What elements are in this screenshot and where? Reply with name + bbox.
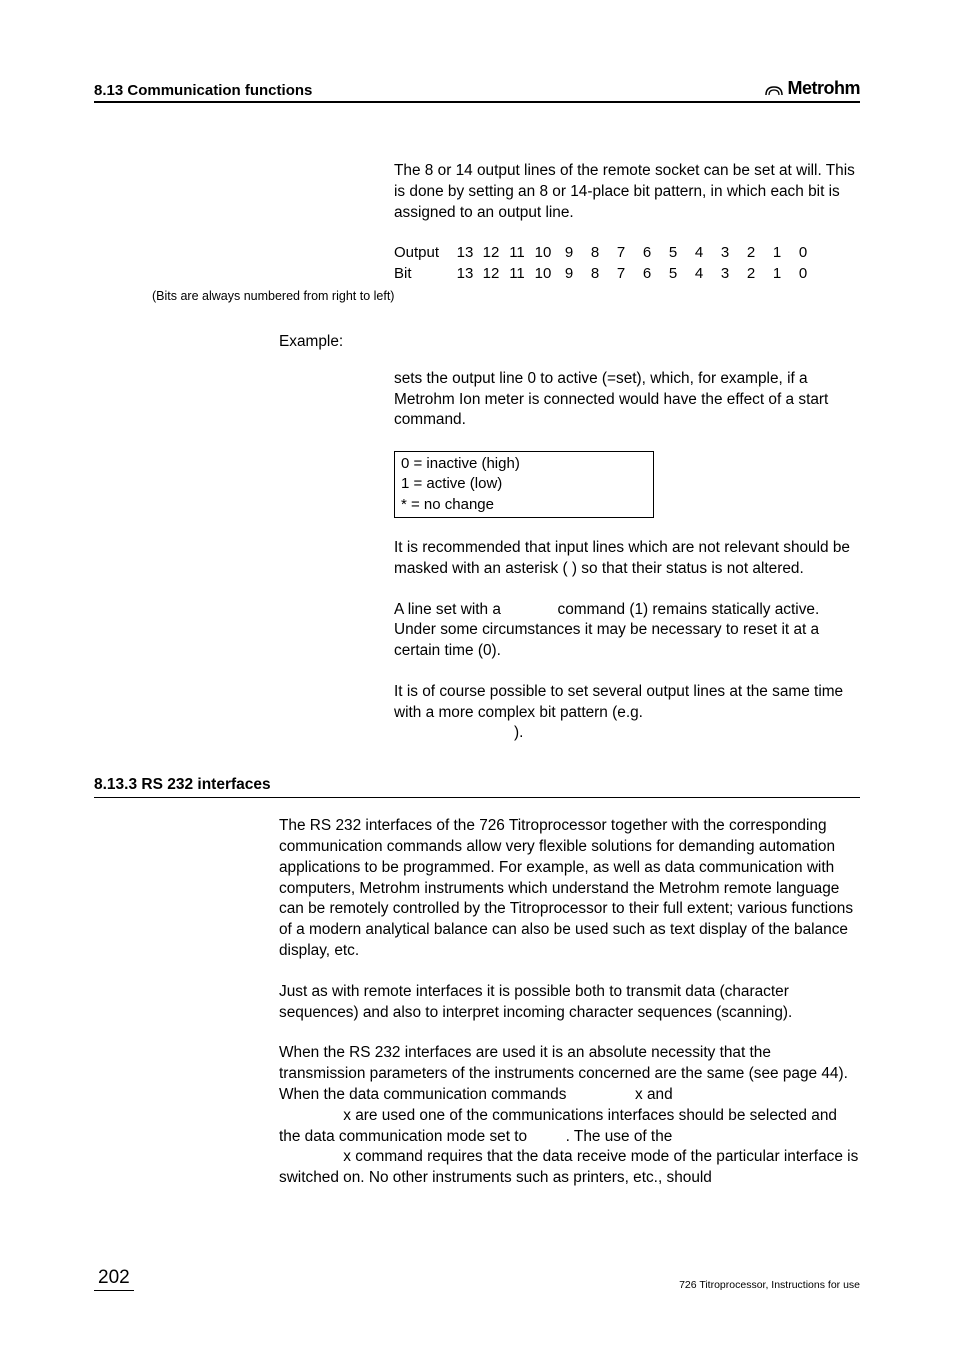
bit-cell: 8 [582, 243, 608, 263]
text-fragment: x command requires that the data receive… [279, 1148, 858, 1186]
bit-legend-box: 0 = inactive (high) 1 = active (low) * =… [394, 451, 654, 518]
legend-line: 1 = active (low) [401, 474, 647, 494]
bit-cell: 13 [452, 264, 478, 284]
section-heading-rs232: 8.13.3 RS 232 interfaces [94, 776, 860, 798]
bit-cell: 1 [764, 264, 790, 284]
text-fragment: A line set with a [394, 601, 505, 618]
bit-table: Output 13 12 11 10 9 8 7 6 5 4 3 2 1 0 B… [394, 243, 860, 284]
bit-cell: 10 [530, 264, 556, 284]
brand-name: Metrohm [788, 78, 861, 99]
bit-cell: 5 [660, 264, 686, 284]
footer-doc-title: 726 Titroprocessor, Instructions for use [679, 1279, 860, 1291]
paragraph-rs232-params: When the RS 232 interfaces are used it i… [279, 1043, 860, 1189]
page-number: 202 [94, 1267, 134, 1291]
text-fragment: ). [514, 724, 523, 741]
bit-cell: 3 [712, 264, 738, 284]
example-label: Example: [279, 333, 860, 351]
text-fragment: x and [635, 1086, 673, 1103]
paragraph-output-lines: The 8 or 14 output lines of the remote s… [394, 161, 860, 223]
bit-cell: 4 [686, 243, 712, 263]
bit-cell: 0 [790, 243, 816, 263]
paragraph-line-set: A line set with a command (1) remains st… [394, 600, 860, 662]
section-title: 8.13 Communication functions [94, 82, 312, 99]
legend-line: * = no change [401, 495, 647, 515]
bit-cell: 6 [634, 264, 660, 284]
brand-logo: Metrohm [764, 78, 861, 99]
bit-cell: 4 [686, 264, 712, 284]
legend-line: 0 = inactive (high) [401, 454, 647, 474]
bit-cell: 2 [738, 264, 764, 284]
page-footer: 202 726 Titroprocessor, Instructions for… [94, 1267, 860, 1291]
text-fragment: It is of course possible to set several … [394, 683, 843, 721]
bit-cell: 7 [608, 264, 634, 284]
paragraph-rs232-intro: The RS 232 interfaces of the 726 Titropr… [279, 816, 860, 962]
row-label: Output [394, 243, 452, 263]
paragraph-mask: It is recommended that input lines which… [394, 538, 860, 580]
bit-cell: 11 [504, 243, 530, 263]
bit-cell: 2 [738, 243, 764, 263]
row-label: Bit [394, 264, 452, 284]
bit-cell: 5 [660, 243, 686, 263]
bit-cell: 9 [556, 264, 582, 284]
text-fragment: . The use of the [566, 1128, 673, 1145]
paragraph-rs232-transmit: Just as with remote interfaces it is pos… [279, 982, 860, 1024]
paragraph-multiple-lines: It is of course possible to set several … [394, 682, 860, 744]
bit-note: (Bits are always numbered from right to … [152, 288, 860, 305]
bit-table-row-output: Output 13 12 11 10 9 8 7 6 5 4 3 2 1 0 [394, 243, 860, 263]
bit-cell: 3 [712, 243, 738, 263]
bit-cell: 13 [452, 243, 478, 263]
bit-cell: 1 [764, 243, 790, 263]
bit-cell: 11 [504, 264, 530, 284]
page-header: 8.13 Communication functions Metrohm [94, 78, 860, 103]
metrohm-swirl-icon [764, 81, 784, 97]
bit-cell: 12 [478, 243, 504, 263]
text-fragment: When the RS 232 interfaces are used it i… [279, 1044, 848, 1103]
bit-cell: 7 [608, 243, 634, 263]
bit-cell: 9 [556, 243, 582, 263]
bit-legend-box-wrap: 0 = inactive (high) 1 = active (low) * =… [394, 451, 860, 518]
paragraph-example-desc: sets the output line 0 to active (=set),… [394, 369, 860, 431]
bit-cell: 12 [478, 264, 504, 284]
bit-cell: 0 [790, 264, 816, 284]
text-fragment: x are used one of the communications int… [279, 1107, 837, 1145]
bit-table-row-bit: Bit 13 12 11 10 9 8 7 6 5 4 3 2 1 0 [394, 264, 860, 284]
bit-cell: 6 [634, 243, 660, 263]
bit-cell: 10 [530, 243, 556, 263]
bit-cell: 8 [582, 264, 608, 284]
